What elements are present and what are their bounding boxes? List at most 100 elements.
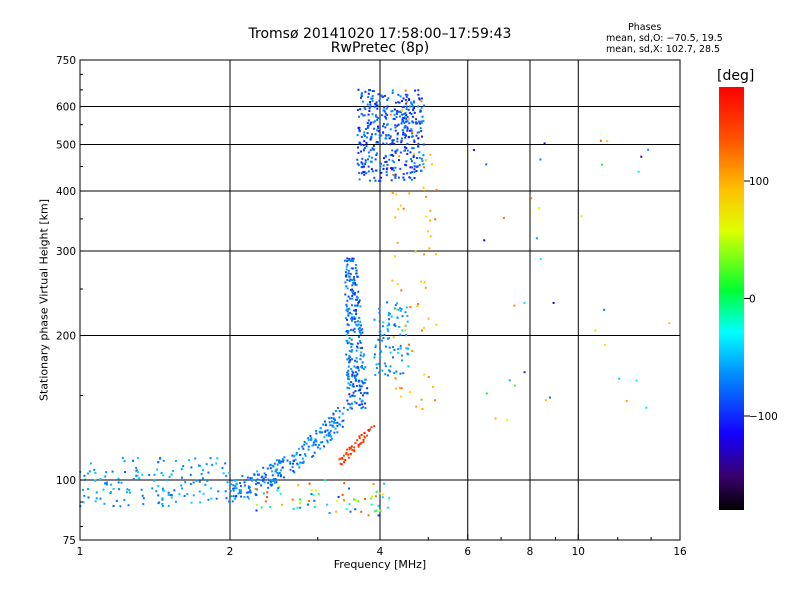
- data-point: [408, 105, 411, 108]
- data-point: [401, 329, 404, 332]
- data-point: [377, 130, 380, 133]
- data-point: [473, 149, 475, 151]
- data-point: [361, 331, 364, 334]
- data-point: [347, 369, 350, 372]
- data-point: [385, 137, 388, 140]
- x-axis-label: Frequency [MHz]: [333, 558, 427, 571]
- data-point: [222, 472, 225, 475]
- data-point: [261, 475, 264, 478]
- data-point: [341, 493, 344, 496]
- data-point: [422, 186, 425, 189]
- data-point: [129, 491, 132, 494]
- data-point: [377, 504, 380, 507]
- data-point: [247, 485, 250, 488]
- data-point: [361, 166, 364, 169]
- data-point: [398, 159, 400, 162]
- data-point: [186, 493, 189, 495]
- data-point: [399, 167, 402, 170]
- data-point: [404, 124, 407, 127]
- data-point: [345, 285, 348, 288]
- data-point: [385, 160, 388, 163]
- data-point: [388, 337, 390, 340]
- data-point: [356, 342, 359, 345]
- data-point: [388, 158, 391, 161]
- data-point: [357, 367, 360, 369]
- data-point: [235, 483, 238, 486]
- data-point: [435, 188, 438, 191]
- data-point: [354, 321, 357, 323]
- data-point: [282, 460, 285, 463]
- data-point: [403, 146, 406, 149]
- data-point: [383, 110, 386, 113]
- data-point: [396, 124, 399, 127]
- data-point: [406, 142, 409, 145]
- data-point: [406, 129, 409, 132]
- data-point: [417, 142, 420, 145]
- data-point: [362, 367, 365, 370]
- stats-heading: Phases: [628, 22, 662, 33]
- data-point: [180, 484, 183, 487]
- data-point: [399, 333, 402, 336]
- data-point: [404, 136, 407, 139]
- data-point: [356, 134, 359, 137]
- data-point: [354, 499, 357, 502]
- data-point: [385, 142, 388, 145]
- data-point: [422, 163, 425, 166]
- data-point: [303, 443, 306, 446]
- data-point: [367, 151, 370, 154]
- data-point: [494, 417, 497, 420]
- data-point: [417, 137, 420, 140]
- data-point: [406, 320, 409, 323]
- data-point: [416, 131, 419, 134]
- data-point: [345, 451, 348, 454]
- data-point: [202, 468, 204, 471]
- y-tick-label: 75: [63, 535, 76, 547]
- data-point: [360, 150, 363, 153]
- data-point: [394, 151, 397, 154]
- data-point: [403, 178, 406, 181]
- data-point: [192, 494, 195, 497]
- data-point: [403, 132, 406, 135]
- data-point: [405, 306, 408, 309]
- data-point: [361, 162, 364, 165]
- data-point: [393, 372, 396, 374]
- data-point: [386, 114, 389, 117]
- data-point: [413, 100, 415, 103]
- data-point: [367, 165, 370, 168]
- data-point: [408, 122, 411, 125]
- data-point: [121, 456, 124, 459]
- data-point: [351, 349, 354, 352]
- data-point: [360, 93, 363, 96]
- data-point: [321, 441, 324, 443]
- data-point: [153, 473, 156, 476]
- data-point: [393, 348, 396, 351]
- data-point: [403, 121, 406, 124]
- data-point: [263, 481, 266, 484]
- scatter-points: [79, 88, 671, 517]
- data-point: [357, 151, 360, 154]
- data-point: [387, 330, 390, 333]
- data-point: [228, 472, 231, 475]
- data-point: [82, 488, 84, 491]
- data-point: [358, 299, 361, 302]
- data-point: [389, 113, 392, 116]
- data-point: [350, 304, 353, 307]
- data-point: [392, 161, 395, 164]
- data-point: [396, 110, 399, 112]
- data-point: [314, 443, 317, 446]
- data-point: [137, 471, 140, 474]
- data-point: [618, 377, 621, 380]
- data-point: [246, 491, 249, 494]
- data-point: [411, 350, 414, 352]
- data-point: [396, 148, 399, 151]
- data-point: [378, 355, 381, 358]
- data-point: [364, 378, 366, 381]
- data-point: [637, 170, 640, 173]
- data-point: [254, 493, 257, 495]
- data-point: [391, 91, 394, 94]
- data-point: [369, 149, 372, 152]
- data-point: [280, 473, 282, 476]
- data-point: [385, 107, 388, 110]
- data-point: [383, 482, 386, 485]
- data-point: [141, 473, 144, 476]
